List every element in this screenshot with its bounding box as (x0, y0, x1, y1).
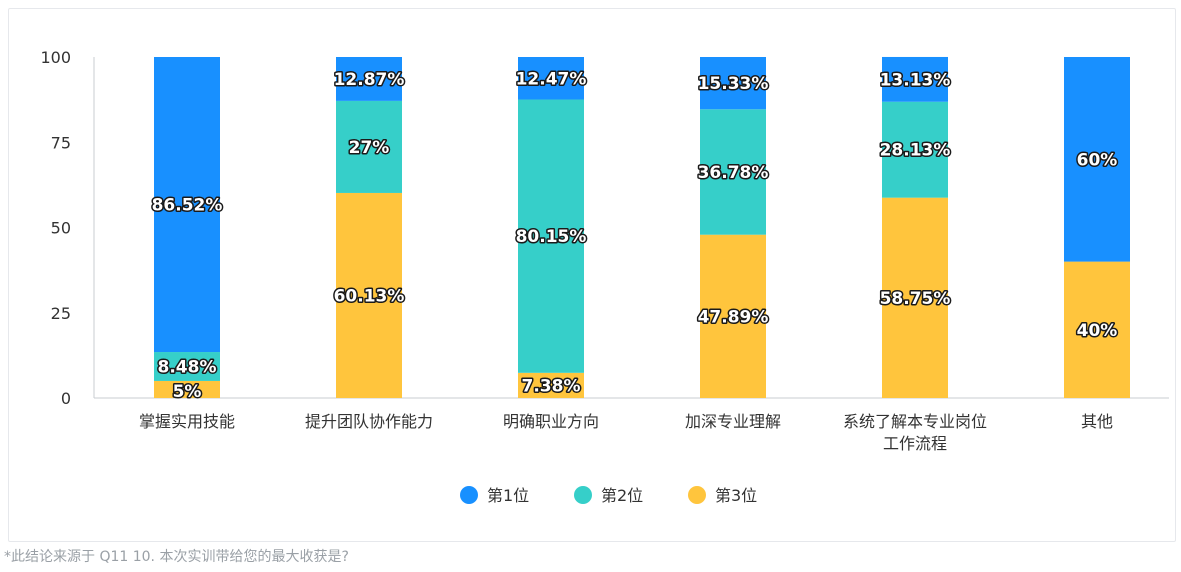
bar-segment (336, 192, 402, 398)
data-label: 60% (1077, 150, 1118, 170)
x-category-label: 明确职业方向 (503, 412, 599, 431)
data-label: 5% (173, 382, 202, 402)
legend-label: 第2位 (601, 486, 643, 505)
data-label: 8.48% (158, 357, 217, 377)
y-tick-label: 25 (51, 304, 71, 323)
x-category-label: 掌握实用技能 (139, 412, 235, 431)
y-tick-label: 50 (51, 219, 71, 238)
data-label: 60.13% (334, 286, 405, 306)
y-tick-label: 0 (61, 389, 71, 408)
legend-item: 第1位 (460, 486, 529, 505)
x-category-label: 加深专业理解 (685, 412, 781, 431)
data-label: 7.38% (522, 376, 581, 396)
x-category-label: 工作流程 (883, 434, 947, 453)
legend-item: 第2位 (574, 486, 643, 505)
data-label: 12.87% (334, 70, 405, 90)
footnote: *此结论来源于 Q11 10. 本次实训带给您的最大收获是? (4, 549, 349, 565)
legend-swatch (574, 486, 592, 504)
bar-segment (154, 352, 220, 381)
bar-segment (882, 101, 948, 198)
data-label: 12.47% (516, 69, 587, 89)
data-label: 27% (349, 138, 390, 158)
bar-segment (882, 197, 948, 398)
data-label: 58.75% (880, 289, 951, 309)
data-label: 15.33% (698, 74, 769, 94)
bar-segment (336, 57, 402, 101)
legend-label: 第1位 (487, 486, 529, 505)
data-label: 36.78% (698, 163, 769, 183)
legend-swatch (688, 486, 706, 504)
data-label: 86.52% (152, 196, 223, 216)
bar-segment (700, 57, 766, 110)
y-tick-label: 100 (40, 48, 71, 67)
stacked-bar-chart: 0 25 50 75 100 5% 8.48% 86.52% 掌握实用技能 60.13% 27% 12… (40, 48, 1169, 505)
data-label: 13.13% (880, 70, 951, 90)
bar-segment (882, 56, 948, 102)
legend-swatch (460, 486, 478, 504)
data-label: 40% (1077, 321, 1118, 341)
x-category-label: 其他 (1081, 412, 1113, 431)
y-tick-label: 75 (51, 133, 71, 152)
bar-segment (518, 99, 584, 373)
bar-segment (154, 57, 220, 353)
bar-segment (700, 234, 766, 398)
bar-segment (1064, 57, 1130, 262)
data-label: 80.15% (516, 227, 587, 247)
bar-segment (154, 380, 220, 398)
chart-card: 0 25 50 75 100 5% 8.48% 86.52% 掌握实用技能 60.13% 27% 12… (8, 8, 1176, 542)
data-label: 28.13% (880, 141, 951, 161)
legend-item: 第3位 (688, 486, 757, 505)
bar-segment (518, 372, 584, 398)
legend-label: 第3位 (715, 486, 757, 505)
x-category-label: 系统了解本专业岗位 (843, 412, 987, 431)
bar-segment (700, 109, 766, 235)
x-category-label: 提升团队协作能力 (305, 412, 433, 431)
bar-segment (1064, 261, 1130, 398)
data-label: 47.89% (698, 307, 769, 327)
bar-segment (336, 100, 402, 193)
bar-segment (518, 57, 584, 100)
